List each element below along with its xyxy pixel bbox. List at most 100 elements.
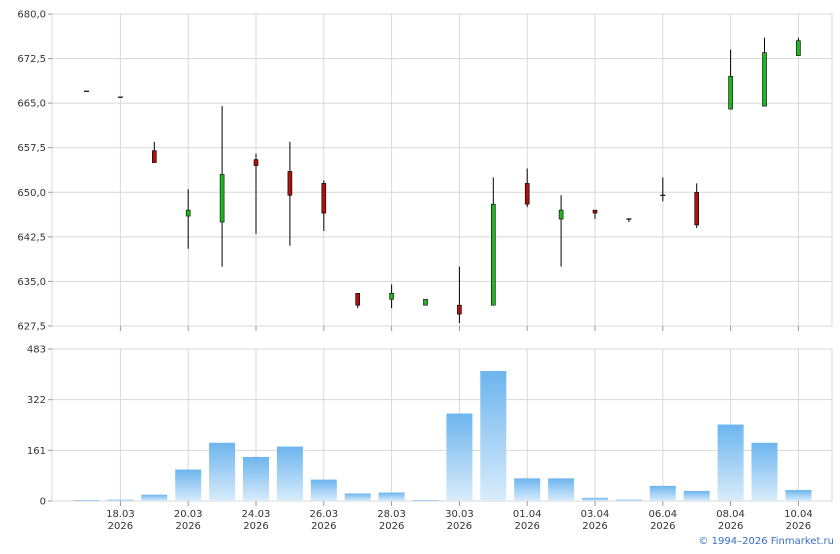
x-tick-year-label: 2026 <box>243 521 268 532</box>
candle <box>626 218 632 222</box>
candle <box>694 183 700 228</box>
price-tick-label: 657,5 <box>17 143 46 154</box>
volume-tick-label: 0 <box>40 497 46 508</box>
x-tick-date-label: 03.04 <box>581 509 610 520</box>
x-tick-year-label: 2026 <box>786 521 811 532</box>
volume-bar <box>548 478 575 501</box>
candle <box>796 37 801 56</box>
candle <box>185 189 191 249</box>
candle-body <box>592 209 598 214</box>
volume-bar <box>683 490 710 501</box>
candle <box>728 49 733 110</box>
candle-body <box>457 304 462 315</box>
x-axis: 18.03202620.03202624.03202626.03202628.0… <box>106 509 813 532</box>
candle <box>660 177 666 202</box>
x-tick-year-label: 2026 <box>447 521 472 532</box>
candle <box>253 153 259 234</box>
candle-body <box>490 203 496 306</box>
candle <box>423 298 428 306</box>
x-tick-date-label: 30.03 <box>445 509 474 520</box>
x-tick-date-label: 28.03 <box>377 509 406 520</box>
candle-body <box>355 293 361 306</box>
volume-tick-label: 483 <box>27 345 46 356</box>
candle <box>355 293 361 309</box>
x-tick-date-label: 01.04 <box>513 509 542 520</box>
price-tick-label: 635,0 <box>17 277 46 288</box>
x-tick-date-label: 08.04 <box>716 509 745 520</box>
volume-panel: 483 322 161 0 <box>27 345 833 508</box>
candle <box>490 177 496 306</box>
candle-body <box>253 159 259 166</box>
candle <box>457 266 462 324</box>
candle-body <box>287 171 293 196</box>
candle-body <box>728 76 733 110</box>
x-tick-date-label: 26.03 <box>309 509 338 520</box>
price-tick-label: 680,0 <box>17 10 46 21</box>
x-tick-year-label: 2026 <box>108 521 133 532</box>
volume-bar <box>785 489 812 501</box>
candle-body <box>524 183 530 205</box>
x-tick-year-label: 2026 <box>311 521 336 532</box>
volume-bar <box>344 493 371 501</box>
x-tick-date-label: 20.03 <box>174 509 203 520</box>
candle <box>524 168 530 208</box>
x-tick-date-label: 06.04 <box>648 509 677 520</box>
x-tick-date-label: 18.03 <box>106 509 135 520</box>
price-tick-label: 642,5 <box>17 232 46 243</box>
volume-bar <box>209 442 236 501</box>
volume-bar <box>717 424 744 501</box>
volume-bar <box>276 446 303 501</box>
volume-tick-label: 161 <box>27 446 46 457</box>
volume-bar <box>514 478 541 501</box>
candle <box>592 209 598 220</box>
x-tick-date-label: 10.04 <box>784 509 813 520</box>
volume-bar <box>649 485 676 501</box>
volume-bar <box>243 456 269 501</box>
volume-bar <box>175 469 202 501</box>
candle-body <box>694 191 700 226</box>
price-tick-label: 665,0 <box>17 99 46 110</box>
x-tick-year-label: 2026 <box>650 521 675 532</box>
price-tick-label: 627,5 <box>17 322 46 333</box>
volume-bar <box>751 442 778 501</box>
candle <box>321 180 327 231</box>
volume-bar <box>310 479 337 501</box>
candle-body <box>762 52 767 107</box>
candle <box>558 195 564 267</box>
copyright-text[interactable]: © 1994–2026 Finmarket.ru <box>698 536 834 547</box>
volume-bar <box>446 413 473 501</box>
x-tick-date-label: 24.03 <box>242 509 271 520</box>
candle <box>389 284 394 309</box>
candle-body <box>389 293 394 300</box>
price-tick-label: 650,0 <box>17 188 46 199</box>
x-tick-year-label: 2026 <box>379 521 404 532</box>
candle-body <box>423 298 428 306</box>
volume-bar <box>582 497 608 501</box>
candle-body <box>152 150 157 163</box>
x-tick-year-label: 2026 <box>718 521 743 532</box>
x-tick-year-label: 2026 <box>514 521 539 532</box>
price-plot-area <box>51 13 833 327</box>
candle-body <box>558 209 564 220</box>
price-tick-label: 672,5 <box>17 54 46 65</box>
volume-bar <box>615 499 642 501</box>
volume-tick-label: 322 <box>27 395 46 406</box>
volume-bar <box>480 371 507 501</box>
price-panel: 680,0 672,5 665,0 657,5 650,0 642,5 635,0 627,5 <box>17 10 833 333</box>
volume-plot-area <box>51 348 833 502</box>
candle <box>152 141 157 163</box>
candle-body <box>185 209 191 217</box>
candle-body <box>219 174 225 223</box>
candle <box>762 37 767 107</box>
candle-body <box>321 183 327 214</box>
candle <box>287 141 293 246</box>
candle <box>219 106 225 267</box>
volume-bar <box>378 492 405 501</box>
volume-bar <box>412 500 439 501</box>
volume-bar <box>141 494 168 501</box>
volume-bar <box>73 500 100 501</box>
candle-body <box>796 40 801 56</box>
x-tick-year-label: 2026 <box>582 521 607 532</box>
